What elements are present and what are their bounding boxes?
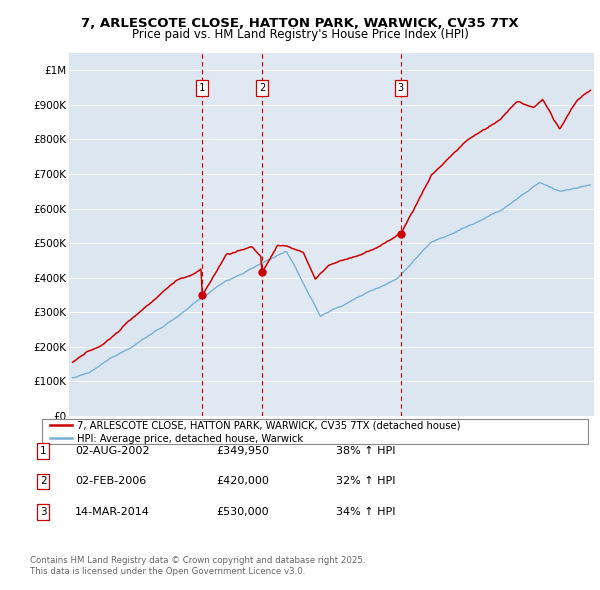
- Text: 02-FEB-2006: 02-FEB-2006: [75, 477, 146, 486]
- Text: £530,000: £530,000: [216, 507, 269, 517]
- Bar: [202, 53, 401, 416]
- Text: 3: 3: [398, 83, 404, 93]
- Text: HPI: Average price, detached house, Warwick: HPI: Average price, detached house, Warw…: [77, 434, 304, 444]
- Text: Contains HM Land Registry data © Crown copyright and database right 2025.
This d: Contains HM Land Registry data © Crown c…: [30, 556, 365, 576]
- Text: £420,000: £420,000: [216, 477, 269, 486]
- Text: 02-AUG-2002: 02-AUG-2002: [75, 446, 149, 455]
- Text: £349,950: £349,950: [216, 446, 269, 455]
- FancyBboxPatch shape: [42, 419, 588, 444]
- Text: 2: 2: [259, 83, 265, 93]
- Text: 2: 2: [40, 477, 47, 486]
- Text: 38% ↑ HPI: 38% ↑ HPI: [336, 446, 395, 455]
- Text: 32% ↑ HPI: 32% ↑ HPI: [336, 477, 395, 486]
- Text: 34% ↑ HPI: 34% ↑ HPI: [336, 507, 395, 517]
- Text: 7, ARLESCOTE CLOSE, HATTON PARK, WARWICK, CV35 7TX: 7, ARLESCOTE CLOSE, HATTON PARK, WARWICK…: [81, 17, 519, 30]
- Text: 3: 3: [40, 507, 47, 517]
- Text: Price paid vs. HM Land Registry's House Price Index (HPI): Price paid vs. HM Land Registry's House …: [131, 28, 469, 41]
- Text: 1: 1: [199, 83, 205, 93]
- Text: 1: 1: [40, 446, 47, 455]
- Text: 7, ARLESCOTE CLOSE, HATTON PARK, WARWICK, CV35 7TX (detached house): 7, ARLESCOTE CLOSE, HATTON PARK, WARWICK…: [77, 421, 461, 431]
- Text: 14-MAR-2014: 14-MAR-2014: [75, 507, 150, 517]
